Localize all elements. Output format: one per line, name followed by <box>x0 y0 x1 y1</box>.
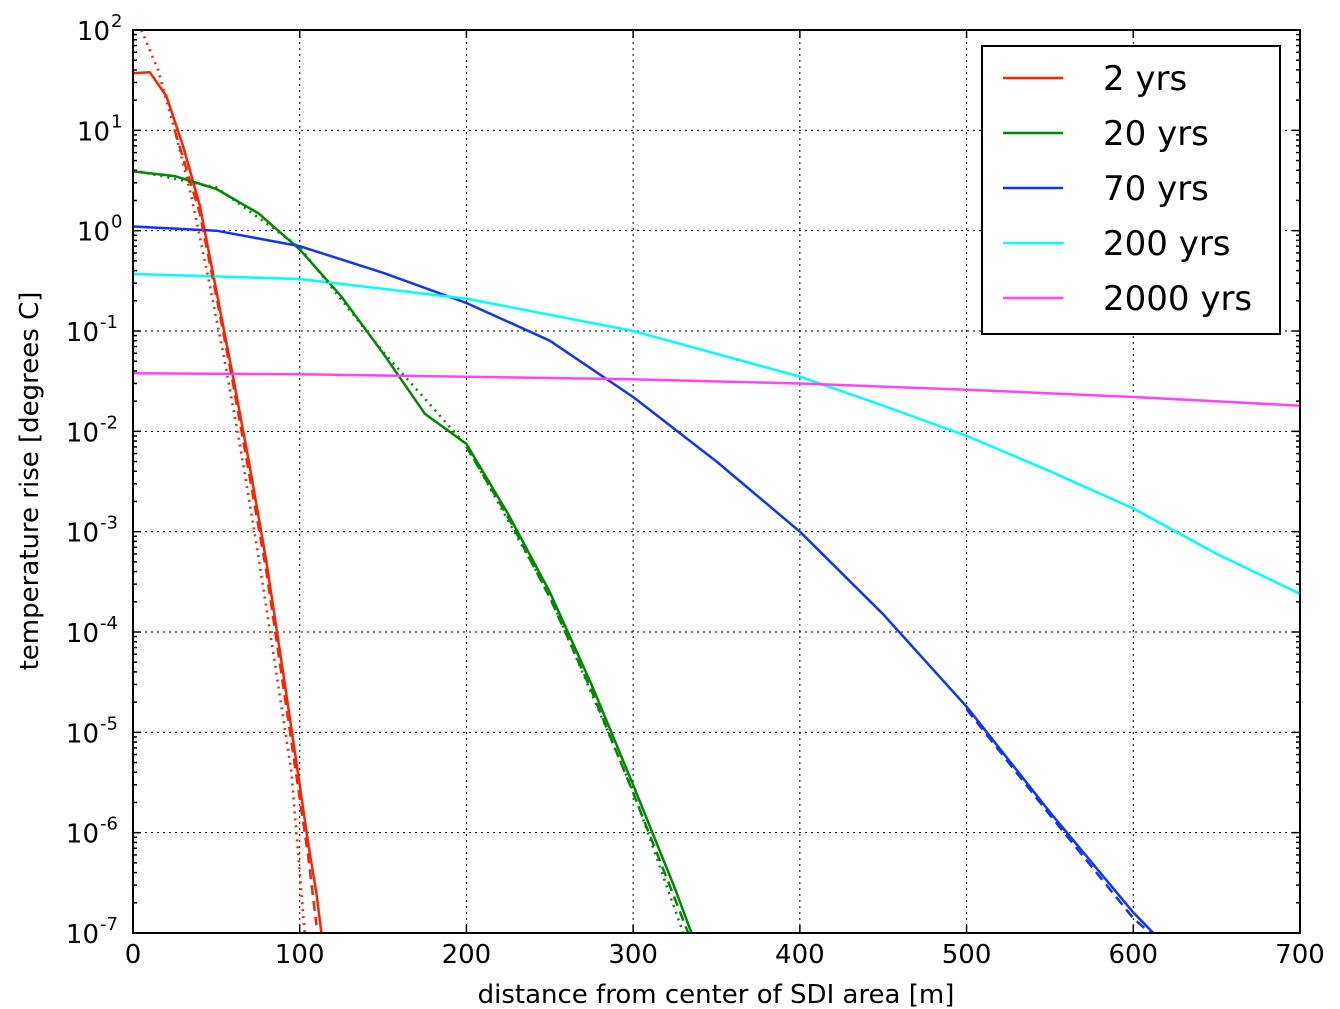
y-tick-exponent: 1 <box>111 111 122 132</box>
y-tick-exponent: 0 <box>111 212 122 233</box>
y-tick-base: 10 <box>66 418 99 448</box>
y-tick-exponent: -3 <box>100 513 118 534</box>
y-tick-base: 10 <box>77 117 110 147</box>
legend-label: 70 yrs <box>1103 169 1209 209</box>
axis-ticks <box>132 29 1301 934</box>
y-tick-base: 10 <box>66 318 99 348</box>
y-tick-exponent: -7 <box>100 914 118 935</box>
y-tick-label: 10 2 <box>77 11 123 47</box>
series-layer <box>133 30 1300 933</box>
y-tick-base: 10 <box>66 820 99 850</box>
x-tick-labels: 0 100 200 300 400 500 600 700 <box>125 940 1325 970</box>
legend-box <box>981 45 1281 335</box>
series-line-20-yrs <box>133 170 693 933</box>
series-line-dotted-6 <box>140 30 306 933</box>
x-tick-label: 600 <box>1108 940 1158 970</box>
legend-label: 20 yrs <box>1103 114 1209 154</box>
y-tick-exponent: -6 <box>100 814 118 835</box>
y-tick-base: 10 <box>77 17 110 47</box>
series-line-dashed-9 <box>965 708 1151 933</box>
y-tick-label: 10 -7 <box>66 914 118 950</box>
y-tick-label: 10 -5 <box>66 713 118 749</box>
y-tick-base: 10 <box>66 619 99 649</box>
series-line-70-yrs <box>133 225 1155 933</box>
x-tick-label: 200 <box>442 940 492 970</box>
y-tick-base: 10 <box>66 519 99 549</box>
y-tick-label: 10 -2 <box>66 412 118 448</box>
legend-label: 2 yrs <box>1103 59 1187 99</box>
y-tick-label: 10 1 <box>77 111 123 147</box>
y-tick-base: 10 <box>66 719 99 749</box>
x-tick-label: 400 <box>775 940 825 970</box>
x-tick-label: 500 <box>942 940 992 970</box>
y-tick-label: 10 -4 <box>66 613 118 649</box>
x-tick-label: 100 <box>275 940 325 970</box>
y-tick-label: 10 -1 <box>66 312 118 348</box>
series-line-2000-yrs <box>133 371 1300 407</box>
x-tick-label: 0 <box>125 940 142 970</box>
legend-label: 200 yrs <box>1103 224 1231 264</box>
y-tick-label: 10 -3 <box>66 513 118 549</box>
y-tick-exponent: -1 <box>100 312 118 333</box>
legend: 2 yrs 20 yrs 70 yrs 200 yrs 2000 yrs <box>981 45 1281 335</box>
y-tick-exponent: 2 <box>111 11 122 32</box>
legend-label: 2000 yrs <box>1103 279 1252 319</box>
y-tick-label: 10 0 <box>77 212 123 248</box>
series-line-dashed-5 <box>173 129 318 926</box>
y-tick-exponent: -4 <box>100 613 118 634</box>
series-line-2-yrs <box>133 70 323 933</box>
x-tick-label: 700 <box>1275 940 1325 970</box>
x-axis-title: distance from center of SDI area [m] <box>478 980 955 1009</box>
y-tick-base: 10 <box>77 218 110 248</box>
y-tick-label: 10 -6 <box>66 814 118 850</box>
y-tick-exponent: -2 <box>100 412 118 433</box>
x-tick-label: 300 <box>608 940 658 970</box>
y-tick-base: 10 <box>66 920 99 950</box>
plot-frame <box>132 29 1301 934</box>
y-axis-title: temperature rise [degrees C] <box>15 292 45 671</box>
series-line-200-yrs <box>133 272 1300 596</box>
y-tick-exponent: -5 <box>100 713 118 734</box>
